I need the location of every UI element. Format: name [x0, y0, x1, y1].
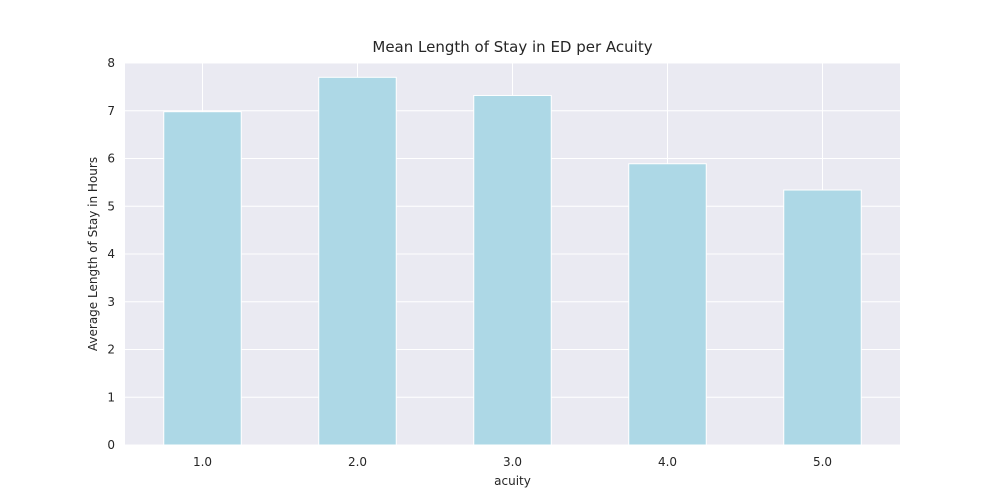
bar-3.0	[473, 94, 552, 446]
y-tick-label: 1	[107, 390, 115, 404]
y-axis-label: Average Length of Stay in Hours	[86, 157, 100, 351]
x-tick-label: 1.0	[193, 455, 212, 469]
y-tick-label: 2	[107, 343, 115, 357]
bar-2.0	[318, 76, 397, 446]
y-tick-label: 0	[107, 438, 115, 452]
x-tick-label: 4.0	[658, 455, 677, 469]
chart-title: Mean Length of Stay in ED per Acuity	[372, 38, 652, 56]
x-tick-labels: 1.0 2.0 3.0 4.0 5.0	[193, 455, 832, 469]
bar-4.0	[628, 163, 707, 446]
bar-5.0	[783, 189, 862, 446]
x-axis-label: acuity	[494, 474, 531, 488]
bars	[163, 76, 862, 446]
y-tick-labels: 0 1 2 3 4 5 6 7 8	[107, 56, 115, 452]
y-tick-label: 8	[107, 56, 115, 70]
y-tick-label: 5	[107, 199, 115, 213]
y-tick-label: 3	[107, 295, 115, 309]
bar-1.0	[163, 111, 242, 446]
x-tick-label: 2.0	[348, 455, 367, 469]
y-tick-label: 7	[107, 104, 115, 118]
x-tick-label: 3.0	[503, 455, 522, 469]
y-tick-label: 4	[107, 247, 115, 261]
y-tick-label: 6	[107, 152, 115, 166]
x-tick-label: 5.0	[813, 455, 832, 469]
